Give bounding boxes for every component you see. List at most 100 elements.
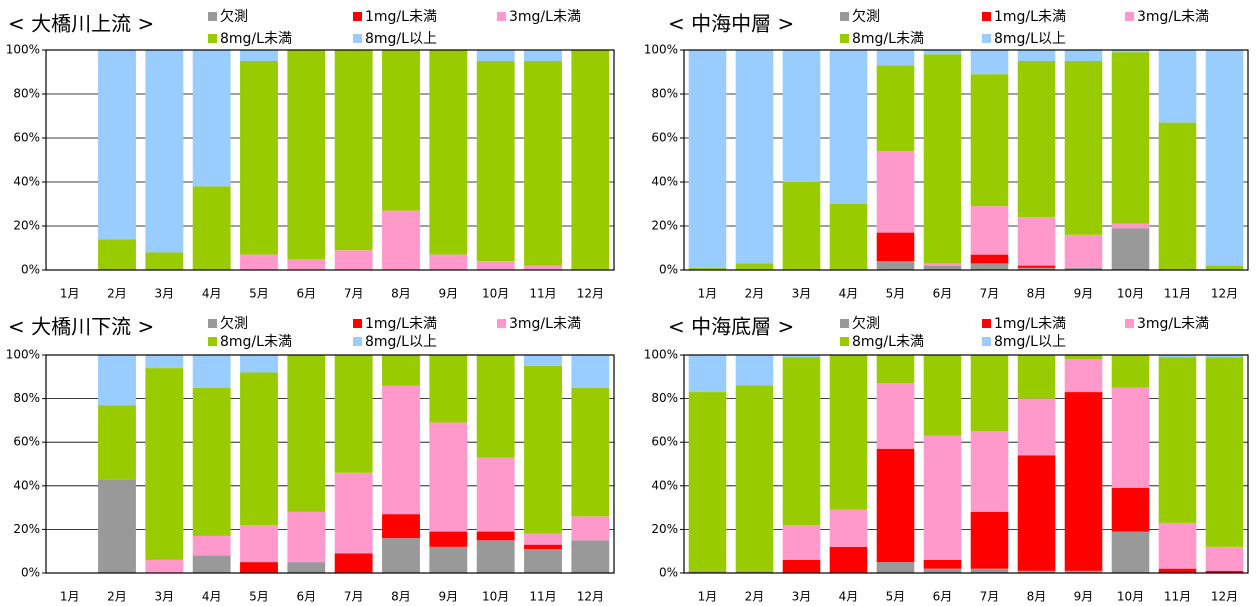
x-tick-label: 3月 <box>792 287 812 301</box>
bar-segment <box>923 265 962 270</box>
bar-segment <box>1158 357 1197 523</box>
bar-segment <box>429 50 468 255</box>
plot-border <box>683 354 1249 574</box>
bar-segment <box>287 259 326 270</box>
bar-segment <box>876 232 915 262</box>
bar-segment <box>735 50 774 264</box>
bar-segment <box>1205 355 1244 358</box>
legend-swatch <box>353 34 362 43</box>
bar-segment <box>1158 50 1197 123</box>
bar-segment <box>382 355 420 386</box>
legend-swatch <box>353 12 362 21</box>
bar-segment <box>970 74 1009 207</box>
y-tick-label: 0% <box>659 263 678 277</box>
bar-segment <box>876 65 915 152</box>
plot-border <box>45 49 615 271</box>
legend-label: 欠測 <box>852 9 880 25</box>
x-tick-label: 11月 <box>529 287 556 301</box>
legend-label: 1mg/L未満 <box>365 9 437 25</box>
y-tick-label: 40% <box>651 175 678 189</box>
bar-segment <box>98 355 136 406</box>
bar-segment <box>287 562 326 573</box>
legend-swatch <box>208 337 217 346</box>
bar-segment <box>923 559 962 569</box>
bar-segment <box>970 431 1009 512</box>
x-tick-label: 9月 <box>439 590 459 604</box>
x-tick-label: 8月 <box>1027 590 1047 604</box>
legend-label: 3mg/L未満 <box>1137 9 1209 25</box>
bar-segment <box>1064 359 1103 393</box>
bar-segment <box>1017 570 1056 573</box>
bar-segment <box>1158 522 1197 569</box>
x-tick-label: 1月 <box>698 287 718 301</box>
x-tick-label: 12月 <box>1211 590 1238 604</box>
bar-segment <box>782 50 821 182</box>
bar-segment <box>524 265 562 270</box>
x-tick-label: 12月 <box>577 287 604 301</box>
y-tick-label: 60% <box>651 435 678 449</box>
bar-segment <box>1064 392 1103 571</box>
legend-label: 8mg/L以上 <box>994 31 1066 47</box>
bar-segment <box>1017 50 1056 61</box>
bar-segment <box>970 355 1009 432</box>
y-tick-label: 20% <box>651 219 678 233</box>
legend-swatch <box>982 34 991 43</box>
bar-segment <box>192 555 231 573</box>
bar-segment <box>240 372 278 526</box>
y-tick-label: 40% <box>651 478 678 492</box>
bar-segment <box>970 263 1009 270</box>
legend-swatch <box>982 337 991 346</box>
bar-segment <box>1111 52 1150 224</box>
legend-label: 3mg/L未満 <box>509 9 581 25</box>
bar-segment <box>829 50 868 204</box>
bar-segment <box>334 250 373 270</box>
bar-segment <box>876 261 915 270</box>
bar-segment <box>334 355 373 473</box>
legend-label: 3mg/L未満 <box>1137 316 1209 332</box>
bar-segment <box>782 182 821 270</box>
bar-segment <box>970 568 1009 573</box>
bar-segment <box>476 540 515 573</box>
x-tick-label: 10月 <box>1117 590 1144 604</box>
legend-label: 8mg/L以上 <box>994 334 1066 350</box>
legend-swatch <box>208 319 217 328</box>
legend-swatch <box>840 319 849 328</box>
bar-segment <box>382 514 420 539</box>
bar-segment <box>240 50 278 61</box>
chart-title: < 大橋川上流 > <box>8 12 154 36</box>
bar-segment <box>970 511 1009 569</box>
bar-segment <box>192 50 231 187</box>
bar-segment <box>1064 234 1103 268</box>
legend-swatch <box>840 12 849 21</box>
y-tick-label: 100% <box>6 348 40 362</box>
bar-segment <box>145 368 184 560</box>
bar-segment <box>782 355 821 358</box>
plot-border <box>45 354 615 574</box>
bar-segment <box>688 355 727 393</box>
y-tick-label: 80% <box>651 87 678 101</box>
bar-segment <box>571 355 610 388</box>
x-tick-label: 8月 <box>391 287 411 301</box>
x-tick-label: 3月 <box>155 590 175 604</box>
x-tick-label: 6月 <box>933 287 953 301</box>
bar-segment <box>287 511 326 563</box>
bar-segment <box>829 355 868 510</box>
bar-segment <box>782 357 821 526</box>
x-tick-label: 10月 <box>482 590 509 604</box>
bar-segment <box>923 54 962 264</box>
bar-segment <box>98 239 136 270</box>
bar-segment <box>476 50 515 61</box>
y-tick-label: 20% <box>13 522 40 536</box>
x-tick-label: 5月 <box>886 287 906 301</box>
x-tick-label: 9月 <box>439 287 459 301</box>
x-tick-label: 6月 <box>297 287 317 301</box>
bar-segment <box>476 457 515 532</box>
legend-label: 欠測 <box>220 9 248 25</box>
bar-segment <box>923 355 962 436</box>
bar-segment <box>334 50 373 251</box>
x-tick-label: 5月 <box>249 590 269 604</box>
bar-segment <box>429 422 468 532</box>
bar-segment <box>524 50 562 61</box>
bar-segment <box>1205 265 1244 270</box>
